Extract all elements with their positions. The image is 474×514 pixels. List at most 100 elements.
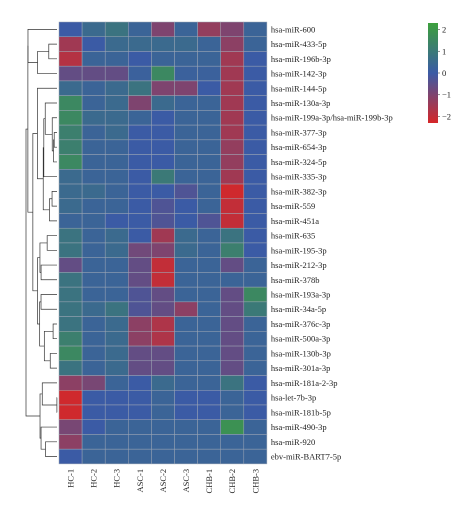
column-label: HC-1 — [66, 469, 76, 488]
heatmap-cell — [104, 345, 129, 362]
heatmap-cell — [220, 331, 245, 347]
heatmap-cell — [128, 110, 152, 126]
heatmap-cell — [197, 227, 221, 244]
heatmap-cell — [151, 124, 175, 141]
dendrogram-branch — [37, 51, 57, 74]
heatmap-cell — [197, 272, 221, 288]
heatmap-cell — [81, 169, 106, 185]
heatmap-cell — [58, 213, 83, 229]
heatmap-cell — [243, 95, 268, 111]
heatmap-cell — [174, 448, 198, 465]
heatmap-cell — [243, 198, 268, 214]
heatmap-cell — [128, 198, 152, 214]
dendrogram-branch — [40, 264, 57, 281]
heatmap-cell — [243, 434, 268, 450]
heatmap-cell — [151, 139, 175, 155]
row-label: hsa-miR-433-5p — [271, 39, 327, 49]
heatmap-cell — [151, 169, 175, 185]
heatmap-cell — [128, 80, 152, 96]
heatmap-cell — [197, 419, 221, 435]
heatmap-cell — [243, 51, 268, 67]
heatmap-cell — [220, 21, 245, 37]
heatmap-cell — [197, 169, 221, 185]
dendrogram-branch — [43, 330, 54, 362]
colorbar-tick-label: 1 — [442, 46, 446, 56]
heatmap-cell — [243, 80, 268, 96]
heatmap-cell — [104, 124, 129, 141]
heatmap-cell — [58, 95, 83, 111]
column-label: CHB-1 — [204, 469, 214, 494]
heatmap-cell — [220, 316, 245, 332]
heatmap-cell — [58, 139, 83, 155]
row-label: hsa-miR-600 — [271, 24, 315, 34]
heatmap-cell — [104, 390, 129, 406]
row-label: hsa-miR-635 — [271, 231, 315, 241]
row-label: hsa-miR-382-3p — [271, 186, 327, 196]
heatmap-cell — [128, 301, 152, 317]
heatmap-cell — [81, 95, 106, 111]
heatmap-cell — [58, 272, 83, 288]
row-label: hsa-miR-378b — [271, 275, 320, 285]
heatmap-cell — [81, 183, 106, 200]
dendrogram-branch — [27, 45, 33, 213]
dendrogram-branch — [51, 117, 57, 152]
heatmap-cell — [243, 124, 268, 141]
heatmap-cell — [128, 139, 152, 155]
row-label: hsa-miR-130a-3p — [271, 98, 331, 108]
heatmap-cell — [104, 419, 129, 435]
row-label: hsa-miR-199a-3p/hsa-miR-199b-3p — [271, 113, 393, 123]
heatmap-cell — [58, 198, 83, 214]
heatmap-cell — [104, 301, 129, 317]
heatmap-cell — [243, 331, 268, 347]
heatmap-cell — [151, 390, 175, 406]
heatmap-cell — [174, 80, 198, 96]
heatmap-cell — [81, 198, 106, 214]
dendrogram-branch — [53, 132, 57, 148]
heatmap-cell — [104, 183, 129, 200]
heatmap-cell — [104, 242, 129, 258]
heatmap-cell — [220, 169, 245, 185]
column-label: CHB-2 — [227, 469, 237, 494]
heatmap-cell — [58, 80, 83, 96]
heatmap-cell — [81, 227, 106, 244]
heatmap-cell — [128, 272, 152, 288]
heatmap-cell — [128, 124, 152, 141]
heatmap-cell — [128, 448, 152, 465]
heatmap-cell — [128, 390, 152, 406]
heatmap-cell — [81, 213, 106, 229]
dendrogram-branch — [45, 441, 57, 457]
heatmap-cell — [151, 375, 175, 391]
heatmap-cell — [128, 331, 152, 347]
heatmap-cell — [81, 36, 106, 52]
heatmap-cell — [174, 198, 198, 214]
heatmap-cell — [81, 242, 106, 258]
heatmap-cell — [151, 272, 175, 288]
dendrogram-branch — [25, 128, 41, 417]
heatmap-cell — [243, 419, 268, 435]
heatmap-cell — [81, 124, 106, 141]
heatmap-cell — [58, 36, 83, 52]
heatmap-cell — [220, 404, 245, 420]
heatmap-cell — [81, 434, 106, 450]
heatmap-cell — [151, 183, 175, 200]
row-label: hsa-miR-196b-3p — [271, 54, 331, 64]
column-label: ASC-1 — [135, 469, 145, 493]
heatmap-cell — [104, 213, 129, 229]
row-label: hsa-miR-920 — [271, 437, 315, 447]
heatmap-cell — [151, 36, 175, 52]
colorbar-tick-label: 2 — [442, 25, 446, 35]
row-label: hsa-miR-142-3p — [271, 69, 327, 79]
heatmap-cell — [197, 183, 221, 200]
heatmap-cell — [58, 448, 83, 465]
row-label: hsa-let-7b-3p — [271, 393, 316, 403]
row-label: hsa-miR-377-3p — [271, 127, 327, 137]
heatmap-cell — [81, 21, 106, 37]
column-labels: HC-1 HC-2 HC-3 ASC-1 ASC-2 ASC-3 CHB-1 CHB-2 CHB… — [66, 469, 261, 494]
heatmap-cell — [174, 316, 198, 332]
heatmap-cell — [128, 169, 152, 185]
row-label: hsa-miR-34a-5p — [271, 304, 326, 314]
heatmap-cell — [128, 404, 152, 420]
heatmap-cell — [58, 169, 83, 185]
heatmap-cell — [128, 257, 152, 273]
